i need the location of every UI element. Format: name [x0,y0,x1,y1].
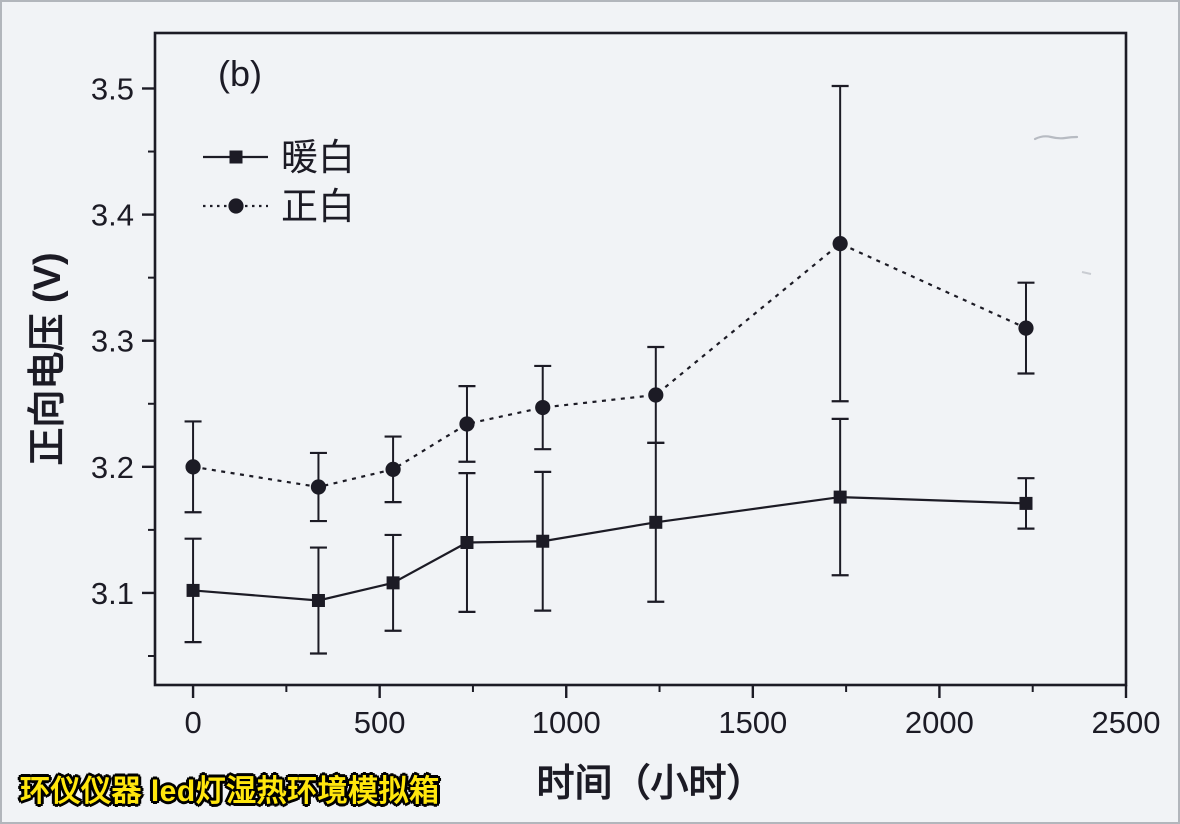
x-axis-title: 时间（小时） [536,763,764,805]
marker-neutral-white [459,416,475,432]
marker-warm-white [186,583,200,597]
series-line-neutral-white [192,242,1027,489]
legend-marker [228,198,244,214]
y-tick-label: 3.1 [91,576,134,611]
marker-warm-white [536,534,550,548]
y-tick-label: 3.2 [91,450,134,485]
marker-warm-white [311,594,325,608]
y-tick-label: 3.4 [91,198,134,233]
marker-neutral-white [648,387,664,403]
scan-artifact [1033,135,1079,141]
marker-warm-white [460,535,474,549]
y-tick-label: 3.3 [91,324,134,359]
marker-warm-white [1019,496,1033,510]
x-tick-label: 2500 [1092,705,1161,740]
plot-frame [153,31,1128,687]
panel-label: (b) [218,53,262,94]
x-tick-label: 1000 [532,705,601,740]
marker-neutral-white [385,461,401,477]
x-tick-label: 500 [354,705,406,740]
marker-neutral-white [535,399,551,416]
marker-warm-white [833,490,847,504]
x-tick-label: 0 [184,705,201,740]
legend-label: 正白 [281,186,355,227]
y-tick-label: 3.5 [91,71,134,106]
marker-neutral-white [1018,320,1034,336]
marker-warm-white [386,576,400,590]
legend-marker [229,150,243,164]
marker-neutral-white [310,479,327,495]
series-line-warm-white [192,495,1027,602]
legend-label: 暖白 [281,137,355,178]
scan-artifact [1081,271,1092,275]
x-tick-label: 1500 [718,705,787,740]
y-axis-title: 正向电压 (V) [27,252,69,465]
watermark-text: 环仪仪器 led灯湿热环境模拟箱 [20,775,440,808]
marker-warm-white [649,515,663,529]
marker-neutral-white [832,236,848,252]
x-tick-label: 2000 [905,705,974,740]
marker-neutral-white [185,459,201,475]
